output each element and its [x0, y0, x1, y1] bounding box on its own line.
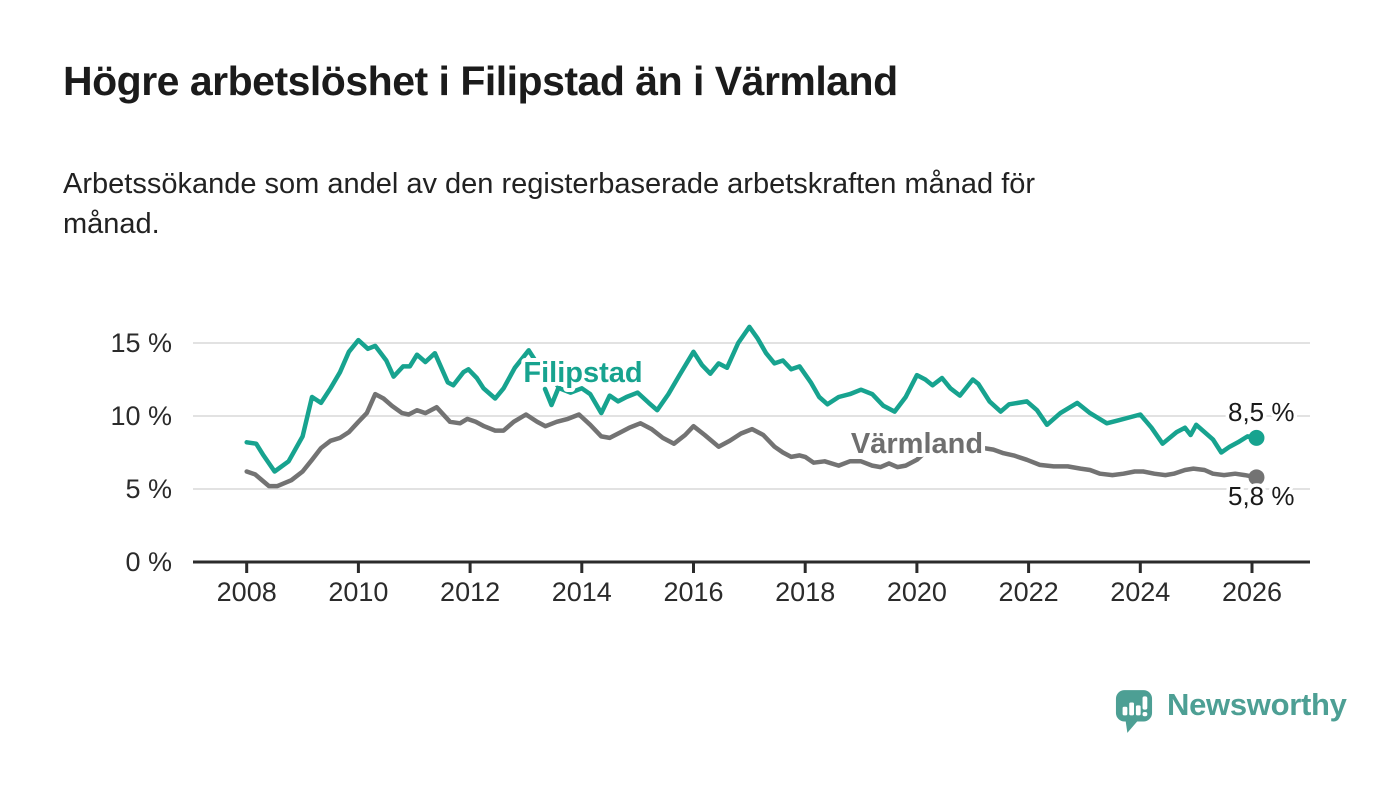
- logo-bar-chart-icon: [1122, 706, 1128, 716]
- series-end-dot-varmland: [1248, 469, 1265, 486]
- chart-subtitle-line2: månad.: [63, 208, 160, 240]
- logo-exclamation-icon: [1142, 712, 1148, 717]
- y-tick-label: 0 %: [125, 547, 172, 577]
- chart-subtitle-line1: Arbetssökande som andel av den registerb…: [63, 168, 1036, 200]
- x-tick-label: 2026: [1222, 577, 1282, 607]
- x-tick-label: 2014: [552, 577, 612, 607]
- y-tick-label: 5 %: [125, 474, 172, 504]
- x-tick-label: 2024: [1110, 577, 1170, 607]
- newsworthy-logo: Newsworthy: [1115, 688, 1347, 736]
- chart-title: Högre arbetslöshet i Filipstad än i Värm…: [63, 58, 898, 104]
- filipstad-pointer-arrow-icon: [542, 386, 561, 408]
- end-value-label-filipstad: 8,5 %: [1228, 397, 1295, 427]
- logo-exclamation-icon: [1142, 696, 1148, 710]
- series-label-filipstad: Filipstad: [523, 357, 642, 389]
- series-label-varmland: Värmland: [851, 428, 983, 460]
- end-value-label-varmland: 5,8 %: [1228, 481, 1295, 511]
- newsworthy-logo-text: Newsworthy: [1167, 687, 1347, 722]
- y-tick-label: 15 %: [110, 328, 172, 358]
- x-tick-label: 2020: [887, 577, 947, 607]
- logo-bubble-tail: [1125, 719, 1139, 733]
- series-line-filipstad: [244, 324, 1259, 474]
- newsworthy-logo-icon: [1115, 690, 1153, 733]
- logo-bar-chart-icon: [1129, 702, 1134, 716]
- logo-bar-chart-icon: [1135, 705, 1141, 716]
- chart-subtitle: Arbetssökande som andel av den registerb…: [63, 164, 1035, 244]
- x-tick-label: 2012: [440, 577, 500, 607]
- series-line-varmland: [244, 391, 1259, 489]
- x-tick-label: 2016: [663, 577, 723, 607]
- x-tick-label: 2008: [217, 577, 277, 607]
- x-tick-label: 2018: [775, 577, 835, 607]
- x-tick-label: 2010: [328, 577, 388, 607]
- x-tick-label: 2022: [999, 577, 1059, 607]
- y-tick-label: 10 %: [110, 401, 172, 431]
- series-end-dot-filipstad: [1248, 429, 1265, 446]
